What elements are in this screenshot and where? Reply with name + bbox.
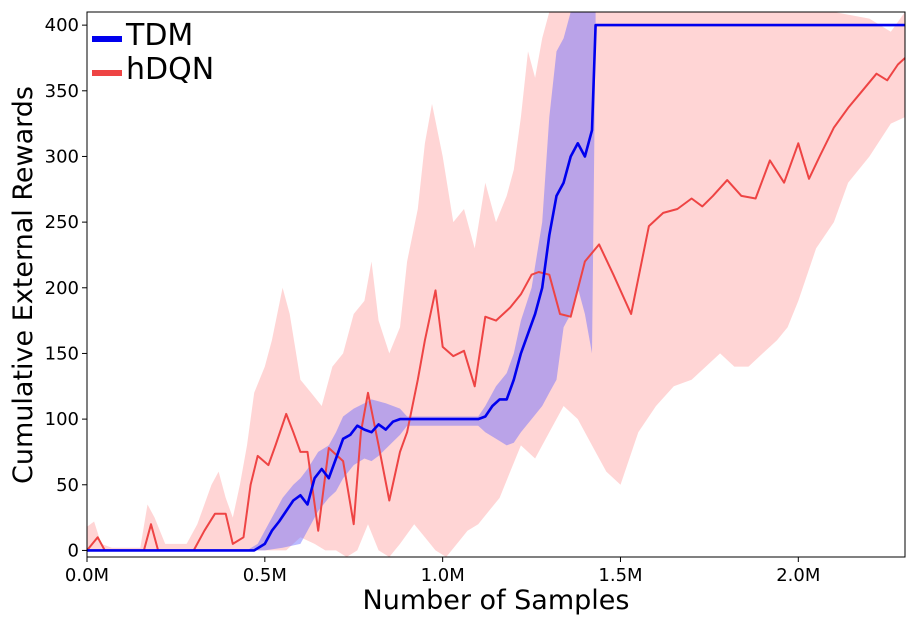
plot-area-frame xyxy=(86,11,906,558)
y-tick-label: 150 xyxy=(45,343,79,364)
y-tick-label: 300 xyxy=(45,146,79,167)
y-tick-label: 250 xyxy=(45,212,79,233)
y-axis-ticks: 0 50 100 150 200 250 300 350 400 xyxy=(45,15,87,561)
confidence-bands xyxy=(87,12,905,557)
line-hdqn xyxy=(86,57,906,552)
legend: TDM hDQN xyxy=(92,18,214,87)
x-tick-label: 0.0M xyxy=(65,565,109,586)
y-tick-label: 200 xyxy=(45,278,79,299)
x-axis-ticks: 0.0M 0.5M 1.0M 1.5M 2.0M xyxy=(65,557,820,586)
y-tick-label: 50 xyxy=(56,475,79,496)
x-tick-label: 1.0M xyxy=(421,565,465,586)
y-tick-label: 350 xyxy=(45,81,79,102)
line-tdm xyxy=(87,23,905,552)
x-tick-label: 2.0M xyxy=(776,565,820,586)
legend-label-hdqn: hDQN xyxy=(126,52,214,87)
x-tick-label: 0.5M xyxy=(243,565,287,586)
series-lines xyxy=(86,23,906,552)
legend-swatch-tdm xyxy=(92,36,122,42)
y-tick-label: 100 xyxy=(45,409,79,430)
x-tick-label: 1.5M xyxy=(598,565,642,586)
band-hdqn xyxy=(87,12,905,557)
y-axis-title: Cumulative External Rewards xyxy=(8,86,39,484)
y-tick-label: 0 xyxy=(68,540,79,561)
y-tick-label: 400 xyxy=(45,15,79,36)
legend-label-tdm: TDM xyxy=(125,18,193,53)
legend-swatch-hdqn xyxy=(92,70,122,76)
x-axis-title: Number of Samples xyxy=(363,585,630,616)
